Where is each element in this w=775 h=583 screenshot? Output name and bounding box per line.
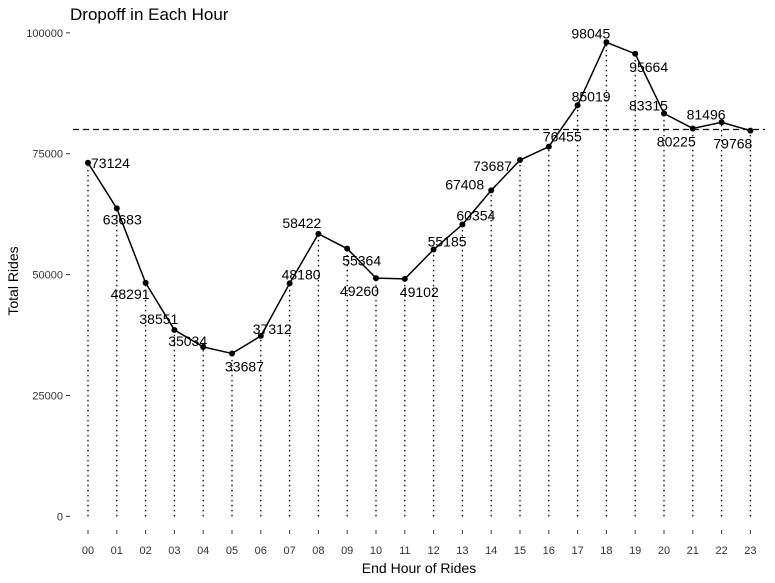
- x-tick-label: 23: [744, 545, 756, 557]
- data-point: [603, 39, 610, 46]
- x-tick-label: 18: [600, 545, 612, 557]
- data-label: 98045: [571, 25, 610, 41]
- data-label: 80225: [657, 133, 696, 149]
- data-label: 73687: [473, 158, 512, 174]
- x-tick-label: 02: [139, 545, 151, 557]
- data-point: [286, 280, 293, 287]
- data-label: 79768: [713, 136, 752, 152]
- data-label: 49102: [400, 284, 439, 300]
- data-label: 37312: [253, 321, 292, 337]
- data-point: [689, 125, 696, 132]
- x-tick-label: 15: [514, 545, 526, 557]
- drop-lines: [87, 42, 752, 517]
- data-point: [545, 143, 552, 150]
- data-label: 49260: [340, 283, 379, 299]
- x-tick-label: 10: [370, 545, 382, 557]
- x-tick-label: 07: [283, 545, 295, 557]
- x-tick-label: 05: [226, 545, 238, 557]
- data-label: 58422: [282, 215, 321, 231]
- x-axis-title: End Hour of Rides: [362, 560, 476, 576]
- data-label: 60354: [456, 208, 495, 224]
- x-tick-label: 04: [197, 545, 209, 557]
- data-point: [517, 157, 523, 164]
- data-point: [747, 127, 754, 134]
- x-tick-label: 13: [456, 545, 468, 557]
- data-label: 83315: [629, 98, 668, 114]
- data-label: 73124: [91, 155, 130, 171]
- x-tick-label: 17: [571, 545, 583, 557]
- data-label: 33687: [225, 358, 264, 374]
- data-point: [344, 245, 351, 252]
- data-label: 76455: [543, 129, 582, 145]
- x-tick-label: 20: [658, 545, 670, 557]
- data-point: [142, 279, 149, 286]
- data-label: 55185: [428, 234, 467, 250]
- y-tick-label: 0: [57, 511, 63, 523]
- x-tick-label: 08: [312, 545, 324, 557]
- data-point: [574, 102, 581, 109]
- data-point: [401, 275, 408, 282]
- data-label: 67408: [445, 176, 484, 192]
- data-point: [718, 119, 725, 126]
- y-tick-label: 50000: [32, 270, 63, 282]
- series-line: [87, 41, 751, 355]
- data-labels: 73124 63683 48291 38551 35034 33687 37312 48180…: [91, 25, 753, 374]
- data-label: 38551: [139, 311, 178, 327]
- x-tick-label: 06: [255, 545, 267, 557]
- y-tick-label: 75000: [32, 149, 63, 161]
- x-tick-label: 11: [399, 545, 410, 557]
- x-tick-label: 12: [427, 545, 439, 557]
- data-point: [430, 246, 437, 253]
- data-point: [85, 159, 91, 166]
- x-tick-label: 01: [111, 545, 123, 557]
- y-tick-label: 100000: [26, 28, 63, 40]
- y-tick-label: 25000: [32, 390, 63, 402]
- data-label: 63683: [103, 211, 142, 227]
- y-axis: 0 25000 50000 75000 100000: [26, 28, 70, 523]
- data-point: [113, 205, 120, 212]
- chart-title: Dropoff in Each Hour: [70, 5, 229, 24]
- data-point: [459, 221, 466, 228]
- data-point: [632, 50, 639, 57]
- data-label: 35034: [168, 333, 207, 349]
- data-point: [171, 326, 178, 333]
- data-point: [257, 332, 264, 339]
- x-tick-label: 19: [629, 545, 641, 557]
- data-points: [85, 39, 754, 357]
- data-point: [315, 230, 322, 237]
- data-label: 48180: [282, 266, 321, 282]
- x-tick-label: 22: [715, 545, 727, 557]
- data-label: 81496: [687, 106, 726, 122]
- data-point: [200, 343, 207, 350]
- x-axis: 00 01 02 03 04 05 06 07 08 09 10 11 12 13 14 15 16 17 18 19…: [82, 530, 757, 557]
- x-tick-label: 09: [341, 545, 353, 557]
- data-label: 85019: [572, 88, 611, 104]
- x-tick-label: 14: [485, 545, 497, 557]
- data-point: [488, 187, 495, 194]
- data-point: [661, 110, 667, 117]
- data-label: 55364: [342, 253, 381, 269]
- data-point: [373, 275, 379, 282]
- data-point: [229, 350, 235, 357]
- data-label: 48291: [111, 286, 150, 302]
- y-axis-title: Total Rides: [5, 246, 21, 315]
- x-tick-label: 00: [82, 545, 94, 557]
- data-label: 95664: [629, 59, 668, 75]
- x-tick-label: 16: [543, 545, 555, 557]
- x-tick-label: 03: [168, 545, 180, 557]
- x-tick-label: 21: [687, 545, 699, 557]
